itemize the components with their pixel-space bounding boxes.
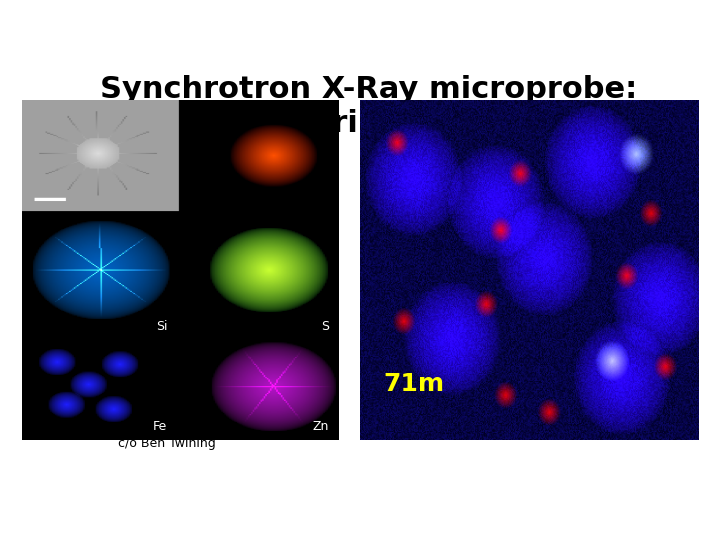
Text: 1 mm: 1 mm: [478, 409, 522, 424]
Text: Aggregate scale: Aggregate scale: [380, 129, 526, 147]
Text: Silicoflagellate: Silicoflagellate: [118, 409, 210, 422]
Text: Si: Si: [156, 320, 167, 333]
Text: S: S: [321, 320, 329, 333]
Text: (scale bar = 20 um): (scale bar = 20 um): [118, 423, 243, 436]
Text: Synchrotron X-Ray microprobe:
spatial distribution of pTM: Synchrotron X-Ray microprobe: spatial di…: [100, 75, 638, 138]
Text: Blue=Ca: Blue=Ca: [505, 171, 572, 185]
Text: Red=Fe: Red=Fe: [505, 146, 566, 160]
Text: Cellular scale: Cellular scale: [118, 129, 239, 147]
Text: 71m: 71m: [384, 372, 445, 396]
Text: Fe: Fe: [153, 420, 167, 433]
Text: c/o Ben Twining: c/o Ben Twining: [118, 437, 216, 450]
Text: Zn: Zn: [312, 420, 329, 433]
FancyArrowPatch shape: [410, 408, 593, 414]
Text: Lam et al. GBC 2006: Lam et al. GBC 2006: [436, 423, 564, 436]
